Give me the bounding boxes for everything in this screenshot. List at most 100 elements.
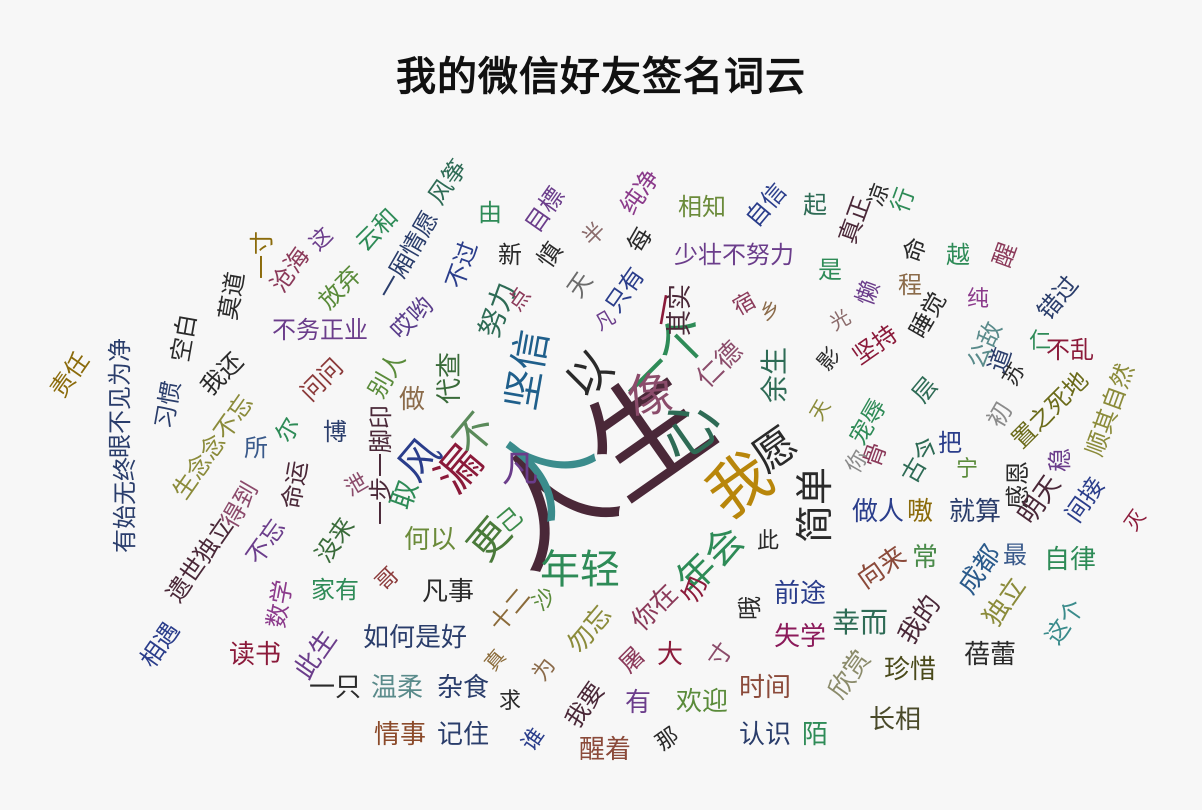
cloud-word: 欢迎 <box>676 687 729 717</box>
cloud-word: 坚持 <box>847 319 903 371</box>
cloud-word: 新 <box>498 241 522 269</box>
cloud-word: 不过 <box>440 237 484 293</box>
cloud-word: 习惯 <box>150 378 186 432</box>
cloud-word: 天 <box>561 267 599 303</box>
cloud-word: 就算 <box>949 497 1002 527</box>
cloud-word: 我的 <box>892 590 948 650</box>
cloud-word: 越 <box>946 241 970 269</box>
cloud-word: 此 <box>757 529 780 554</box>
cloud-word: 大 <box>657 640 684 670</box>
cloud-word: 余生 <box>758 346 792 404</box>
cloud-word: 何以 <box>404 525 457 555</box>
cloud-word: 失学 <box>774 622 827 652</box>
cloud-word: 问问 <box>295 353 349 407</box>
cloud-word: 自律 <box>1044 545 1097 575</box>
cloud-word: 目標 <box>519 182 571 238</box>
cloud-word: 有始无终 <box>111 457 139 553</box>
cloud-word: 顺其自然 <box>1080 360 1140 460</box>
cloud-word: 常 <box>912 543 939 573</box>
cloud-word: 空白 <box>166 311 202 365</box>
cloud-word: 那 <box>651 723 684 757</box>
cloud-word: 慎 <box>531 237 569 273</box>
cloud-word: 程 <box>898 271 922 299</box>
cloud-word: 如何是好 <box>363 623 468 653</box>
cloud-word: 记住 <box>437 720 490 750</box>
cloud-word: 宁 <box>956 457 979 482</box>
cloud-word: 嗷 <box>907 497 934 527</box>
cloud-word: 所 <box>244 434 268 462</box>
cloud-word: 遗世独立 <box>161 512 239 608</box>
cloud-word: 尔 <box>269 412 307 448</box>
cloud-word: 勿忘 <box>561 600 619 660</box>
cloud-word: 做人 <box>852 497 905 527</box>
cloud-word: 为 <box>528 653 562 686</box>
cloud-word: 纯 <box>967 287 990 312</box>
cloud-word: 醒 <box>987 238 1023 272</box>
cloud-word: 天 <box>804 395 836 425</box>
cloud-word: 前途 <box>774 579 827 609</box>
cloud-word: 把 <box>938 429 962 457</box>
cloud-word: 宠辱 <box>843 394 893 450</box>
cloud-word: 是 <box>818 256 842 284</box>
cloud-word: 道 <box>982 343 1018 377</box>
cloud-word: 乡 <box>755 294 785 326</box>
cloud-word: 年轻 <box>540 547 620 593</box>
cloud-word: 最 <box>1003 541 1027 569</box>
cloud-word: 屠 <box>613 641 651 679</box>
cloud-word: 命 <box>897 233 933 267</box>
cloud-word: 长相 <box>869 705 922 735</box>
cloud-word: 责任 <box>44 347 96 403</box>
cloud-word: 数学 <box>262 577 298 631</box>
cloud-word: 凡事 <box>422 577 475 607</box>
cloud-word: 家有 <box>311 576 359 604</box>
cloud-word: 不忘 <box>240 514 292 570</box>
cloud-word: 十二 <box>483 582 537 638</box>
cloud-word: 你在 <box>626 579 685 637</box>
cloud-word: 光 <box>825 304 855 336</box>
cloud-word: 懒 <box>850 276 886 310</box>
cloud-word: 灭 <box>1119 504 1151 536</box>
cloud-word: 相遇 <box>134 617 186 673</box>
cloud-word: 一只 <box>309 673 362 703</box>
cloud-word: 向来 <box>852 540 912 596</box>
cloud-word: 时间 <box>739 673 792 703</box>
cloud-word: 欣赏 <box>822 645 878 705</box>
cloud-word: 间接 <box>1059 472 1111 528</box>
cloud-word: 不乱 <box>1046 336 1094 364</box>
cloud-word: 珍惜 <box>884 655 937 685</box>
cloud-word: 哦 <box>736 596 764 620</box>
cloud-word: 错过 <box>1031 270 1085 326</box>
cloud-word: 读书 <box>229 640 282 670</box>
cloud-word: 做 <box>399 385 426 415</box>
cloud-word: 莫道 <box>214 269 250 323</box>
cloud-word: 谁 <box>517 723 551 756</box>
cloud-word: 行 <box>885 183 921 217</box>
cloud-word: 仁 <box>1029 329 1052 354</box>
cloud-word: 博 <box>323 418 347 446</box>
cloud-word: 有 <box>625 688 652 718</box>
cloud-word: 初 <box>981 397 1019 433</box>
cloud-word: 起 <box>803 191 827 219</box>
cloud-word: 幸而 <box>832 606 889 639</box>
cloud-word: 命运 <box>277 458 313 512</box>
cloud-word: 认识 <box>739 720 792 750</box>
cloud-word: 层 <box>906 371 944 409</box>
cloud-word: 温柔 <box>371 673 424 703</box>
cloud-word: 情事 <box>374 720 427 750</box>
cloud-word: 坚信 <box>498 326 558 414</box>
cloud-word: 眼不见为净 <box>106 338 134 458</box>
cloud-word: 不务正业 <box>272 316 368 344</box>
cloud-word: 自信 <box>739 177 793 233</box>
cloud-word: 纯净 <box>614 164 666 220</box>
cloud-word: 相知 <box>678 193 726 221</box>
cloud-word: 我要 <box>559 677 611 733</box>
cloud-word: 代查 <box>435 351 466 405</box>
cloud-word: 没来 <box>309 512 361 568</box>
cloud-word: 醒着 <box>579 735 632 765</box>
cloud-word: 少壮不努力 <box>674 241 794 269</box>
cloud-word: 凡 <box>502 449 539 490</box>
cloud-word: 杂食 <box>437 673 490 703</box>
cloud-word: 像 <box>624 366 676 424</box>
cloud-word: 哥 <box>371 563 405 597</box>
